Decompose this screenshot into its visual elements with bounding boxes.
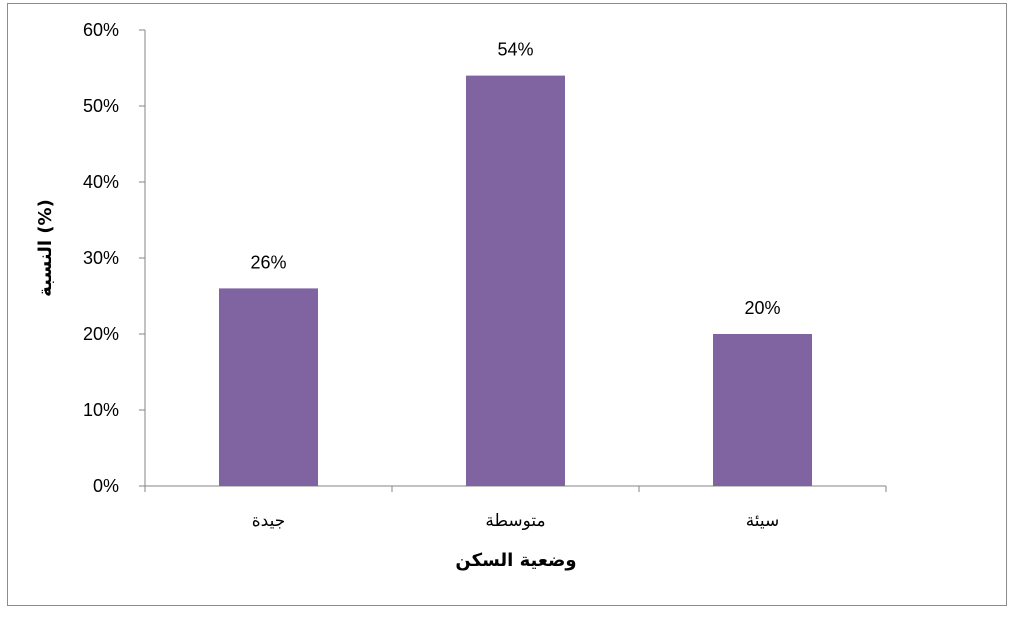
data-label: 54% bbox=[497, 40, 533, 60]
x-axis-ticks bbox=[144, 486, 887, 492]
y-tick-label: 40% bbox=[83, 172, 119, 192]
y-axis-title: النسبة (%) bbox=[35, 199, 56, 297]
y-tick-label: 0% bbox=[93, 476, 119, 496]
category-label: جيدة bbox=[252, 511, 285, 531]
x-axis-title: وضعية السكن bbox=[455, 550, 576, 571]
y-tick-label: 60% bbox=[83, 20, 119, 40]
bar-1 bbox=[219, 288, 318, 486]
y-axis-ticks: 0% 10% 20% 30% 40% 50% 60% bbox=[83, 20, 145, 496]
y-tick-label: 20% bbox=[83, 324, 119, 344]
category-label: سيئة bbox=[746, 511, 780, 531]
bar-3 bbox=[713, 334, 812, 486]
y-tick-label: 30% bbox=[83, 248, 119, 268]
data-label: 20% bbox=[744, 298, 780, 318]
data-label: 26% bbox=[250, 252, 286, 272]
category-labels-group: جيدة متوسطة سيئة bbox=[252, 511, 780, 531]
category-label: متوسطة bbox=[485, 511, 545, 531]
bar-2 bbox=[466, 75, 565, 486]
bars-group bbox=[219, 75, 812, 486]
y-tick-label: 10% bbox=[83, 400, 119, 420]
y-tick-label: 50% bbox=[83, 96, 119, 116]
data-labels-group: 26% 54% 20% bbox=[250, 40, 780, 318]
